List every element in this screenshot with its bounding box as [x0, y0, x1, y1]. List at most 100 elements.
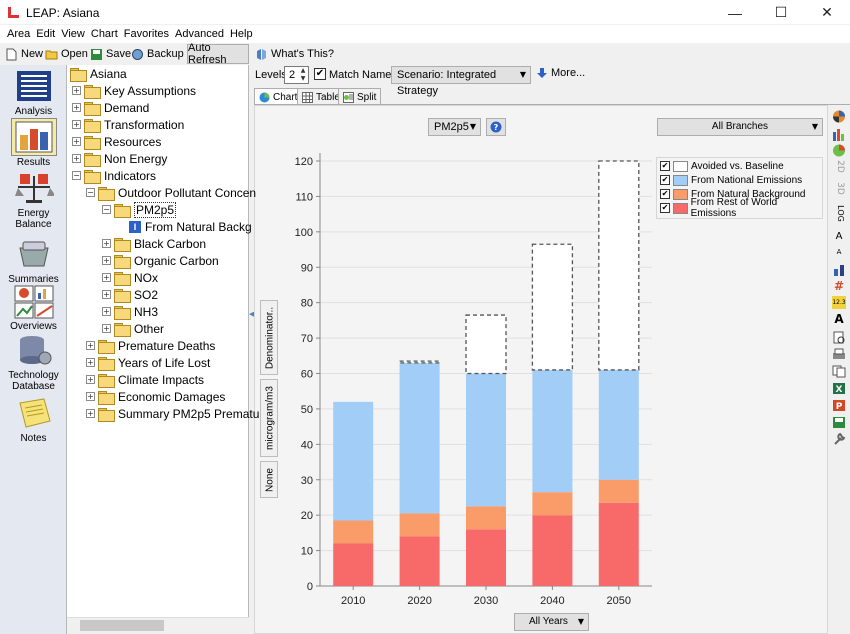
expand-icon[interactable]: +	[72, 137, 81, 146]
nav-energy-balance[interactable]: Energy Balance	[0, 172, 67, 230]
print-preview-icon[interactable]	[832, 331, 846, 344]
nav-technology-database[interactable]: Technology Database	[0, 334, 67, 392]
nav-overviews[interactable]: Overviews	[0, 285, 67, 332]
menu-area[interactable]: Area	[7, 28, 31, 40]
menu-chart[interactable]: Chart	[90, 28, 118, 40]
legend-item[interactable]: ✔ Avoided vs. Baseline	[660, 159, 784, 173]
chart-type-icon[interactable]	[832, 110, 846, 123]
2d-icon[interactable]: 2D	[832, 160, 846, 173]
scenario-select[interactable]: Scenario: Integrated Strategy ▼	[391, 66, 531, 97]
legend-checkbox[interactable]: ✔	[660, 189, 670, 199]
tree-item[interactable]: − PM2p5	[102, 201, 177, 218]
legend-item[interactable]: ✔ From Natural Background	[660, 187, 806, 201]
save-button[interactable]: Save	[90, 45, 131, 63]
excel-icon[interactable]: X	[832, 382, 846, 395]
expand-icon[interactable]: +	[72, 103, 81, 112]
pie-icon[interactable]	[832, 144, 846, 157]
expand-icon[interactable]: +	[86, 341, 95, 350]
new-button[interactable]: New	[5, 45, 43, 63]
match-names-checkbox[interactable]: ✔	[314, 68, 326, 80]
tree-item[interactable]: + Demand	[72, 99, 149, 116]
maximize-button[interactable]: ☐	[774, 4, 788, 20]
font-larger-icon[interactable]: A	[832, 230, 846, 243]
log-icon[interactable]: LOG	[832, 205, 846, 223]
bar-icon[interactable]	[832, 128, 846, 141]
powerpoint-icon[interactable]: P	[832, 399, 846, 412]
whats-this-button[interactable]: What's This?	[255, 45, 334, 63]
denominator-button[interactable]: Denominator..	[260, 300, 278, 375]
legend-item[interactable]: ✔ From National Emissions	[660, 173, 802, 187]
expand-icon[interactable]: +	[86, 358, 95, 367]
help-button[interactable]: ?	[486, 118, 506, 136]
close-button[interactable]: ✕	[821, 4, 833, 20]
tree-item[interactable]: + NH3	[102, 303, 158, 320]
tree-item[interactable]: + Non Energy	[72, 150, 167, 167]
tree-item[interactable]: + NOx	[102, 269, 158, 286]
save-icon[interactable]	[832, 416, 846, 429]
legend-item[interactable]: ✔ From Rest of World Emissions	[660, 197, 823, 219]
font-smaller-icon[interactable]: A	[832, 246, 846, 259]
menu-help[interactable]: Help	[229, 28, 253, 40]
menu-edit[interactable]: Edit	[36, 28, 56, 40]
font-icon[interactable]: A	[832, 313, 846, 326]
unit-button[interactable]: microgram/m3	[260, 379, 278, 457]
settings-icon[interactable]	[832, 432, 846, 445]
auto-refresh-button[interactable]: Auto Refresh	[187, 42, 249, 66]
expand-icon[interactable]: +	[72, 86, 81, 95]
tree-item[interactable]: + Black Carbon	[102, 235, 206, 252]
tab-table[interactable]: Table	[297, 88, 345, 105]
indicator-select[interactable]: PM2p5 ▼	[428, 118, 481, 136]
tree-item[interactable]: + Years of Life Lost	[86, 354, 210, 371]
expand-icon[interactable]: +	[102, 256, 111, 265]
expand-icon[interactable]: +	[102, 290, 111, 299]
tree-item[interactable]: + Resources	[72, 133, 161, 150]
menu-advanced[interactable]: Advanced	[175, 28, 224, 40]
tree-item[interactable]: + Summary PM2p5 Prematu	[86, 405, 259, 422]
expand-icon[interactable]: +	[86, 375, 95, 384]
nav-notes[interactable]: Notes	[0, 397, 67, 444]
years-select[interactable]: All Years ▼	[514, 613, 589, 631]
tree-scroll-thumb[interactable]	[80, 620, 164, 631]
nav-summaries[interactable]: Summaries	[0, 238, 67, 285]
collapse-icon[interactable]: −	[72, 171, 81, 180]
menu-view[interactable]: View	[61, 28, 85, 40]
nav-analysis[interactable]: Analysis	[0, 70, 67, 117]
splitter[interactable]: ◀	[249, 65, 254, 634]
open-button[interactable]: Open	[45, 45, 88, 63]
expand-icon[interactable]: +	[72, 120, 81, 129]
collapse-icon[interactable]: −	[102, 205, 111, 214]
tree-item[interactable]: + Economic Damages	[86, 388, 225, 405]
print-icon[interactable]	[832, 348, 846, 361]
collapse-icon[interactable]: −	[86, 188, 95, 197]
expand-icon[interactable]: +	[102, 273, 111, 282]
expand-icon[interactable]: +	[102, 239, 111, 248]
number-format-icon[interactable]: 12.3	[832, 296, 846, 309]
tree-item[interactable]: + Premature Deaths	[86, 337, 215, 354]
expand-icon[interactable]: +	[86, 392, 95, 401]
tree-item[interactable]: + Transformation	[72, 116, 184, 133]
collapse-arrow-icon[interactable]: ◀	[249, 310, 255, 318]
tree-item[interactable]: + Climate Impacts	[86, 371, 204, 388]
backup-button[interactable]: Backup	[131, 45, 184, 63]
menu-favorites[interactable]: Favorites	[123, 28, 170, 40]
expand-icon[interactable]: +	[86, 409, 95, 418]
levels-spinner[interactable]: 2	[284, 66, 309, 84]
minimize-button[interactable]: —	[728, 4, 742, 21]
tree-item[interactable]: − Outdoor Pollutant Concen	[86, 184, 256, 201]
tree-item[interactable]: + Key Assumptions	[72, 82, 196, 99]
tab-split[interactable]: Split	[338, 88, 382, 105]
tree-item[interactable]: + Other	[102, 320, 164, 337]
legend-checkbox[interactable]: ✔	[660, 161, 670, 171]
expand-icon[interactable]: +	[102, 324, 111, 333]
more-button[interactable]: More...	[536, 67, 585, 79]
none-button[interactable]: None	[260, 461, 278, 498]
branches-select[interactable]: All Branches ▼	[657, 118, 823, 136]
tree-item[interactable]: I From Natural Backg	[129, 218, 252, 235]
expand-icon[interactable]: +	[102, 307, 111, 316]
tab-chart[interactable]: Chart	[254, 88, 303, 106]
legend-checkbox[interactable]: ✔	[660, 175, 670, 185]
expand-icon[interactable]: +	[72, 154, 81, 163]
grid-icon[interactable]: #	[833, 279, 845, 293]
copy-icon[interactable]	[832, 365, 846, 378]
spinner-arrows-icon[interactable]: ▲ ▼	[300, 67, 306, 82]
